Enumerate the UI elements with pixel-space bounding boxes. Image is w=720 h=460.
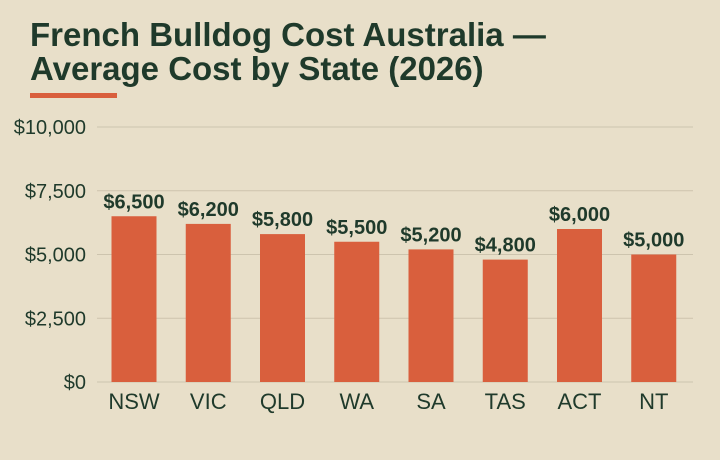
data-label: $5,000 [623, 230, 684, 252]
chart-title: French Bulldog Cost Australia — Average … [30, 16, 546, 87]
x-tick-label: SA [416, 389, 446, 414]
bar [557, 229, 602, 382]
x-tick-label: NT [639, 389, 668, 414]
bar [631, 254, 677, 382]
y-tick-label: $0 [64, 372, 86, 394]
title-accent-underline [30, 93, 117, 98]
y-tick-label: $7,500 [25, 181, 86, 203]
x-tick-label: ACT [558, 389, 602, 414]
data-label: $4,800 [475, 235, 536, 257]
x-tick-label: TAS [485, 389, 526, 414]
bar [260, 234, 305, 382]
x-tick-label: VIC [190, 389, 227, 414]
bar [334, 241, 380, 382]
data-label: $5,500 [326, 217, 387, 239]
x-tick-label: WA [339, 389, 374, 414]
x-tick-label: QLD [260, 389, 305, 414]
bar [408, 249, 454, 382]
bar [111, 216, 157, 382]
y-tick-label: $5,000 [25, 245, 86, 267]
y-tick-label: $2,500 [25, 308, 86, 330]
data-label: $5,800 [252, 209, 313, 231]
data-label: $6,000 [549, 204, 610, 226]
bar [482, 259, 528, 382]
y-tick-label: $10,000 [14, 117, 86, 139]
data-label: $5,200 [400, 224, 461, 246]
x-tick-label: NSW [108, 389, 160, 414]
data-label: $6,500 [103, 191, 164, 213]
bar [185, 223, 231, 382]
data-label: $6,200 [178, 199, 239, 221]
